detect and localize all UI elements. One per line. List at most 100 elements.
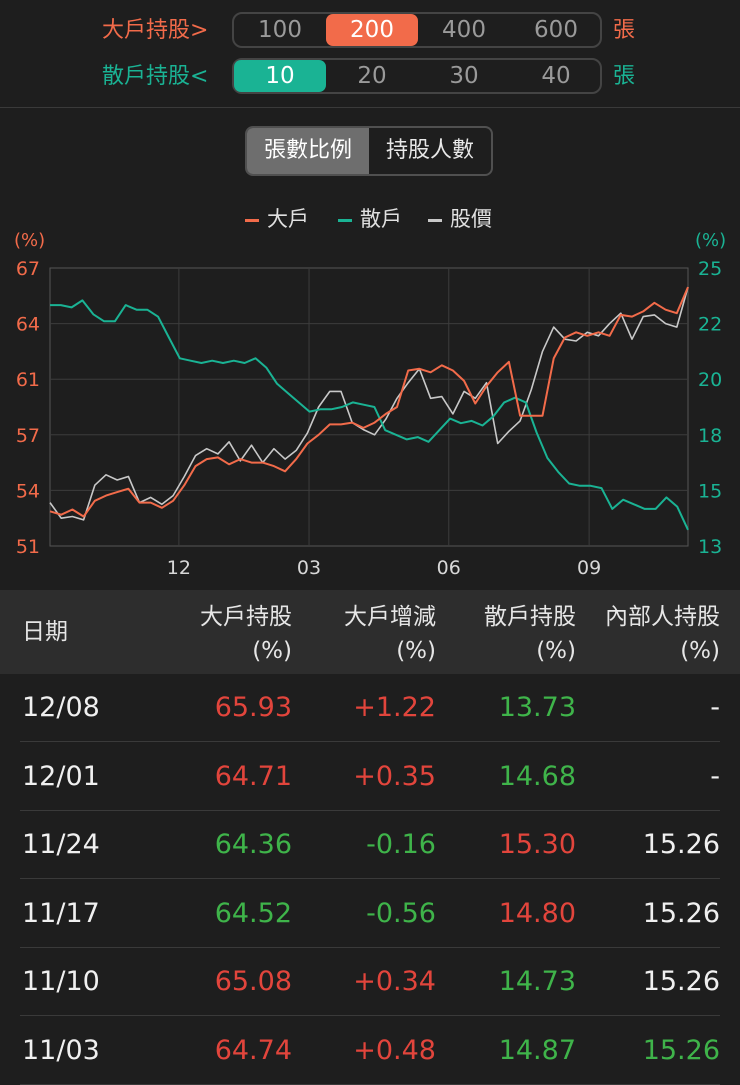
legend-small: 散戶 [338,204,402,234]
left-axis-tick: 51 [16,536,40,558]
legend-big-label: 大戶 [267,207,309,231]
right-axis-tick: 22 [698,314,722,336]
row-divider [20,809,720,811]
table-row[interactable]: 11/10 65.08 +0.34 14.73 15.26 [0,948,740,1016]
row-insider-holding: 15.26 [642,966,720,997]
header-big-unit: (%) [252,638,292,664]
chart-mode-tabs: 張數比例 持股人數 [245,126,493,176]
legend-small-label: 散戶 [360,207,402,231]
table-header: 日期 大戶持股 (%) 大戶增減 (%) 散戶持股 (%) 內部人持股 (%) [0,590,740,674]
row-small-holding: 13.73 [498,692,576,723]
row-insider-holding: - [710,692,720,723]
row-big-change: +0.35 [353,760,436,792]
header-change-unit: (%) [396,638,436,664]
tab-holder-count[interactable]: 持股人數 [385,138,474,163]
legend-price-swatch [428,218,442,222]
row-big-change: -0.56 [366,897,436,929]
row-big-change: -0.16 [366,829,436,860]
small-holder-label: 散戶持股< [102,64,209,89]
row-big-holding: 65.08 [214,966,292,997]
big-holder-option-400[interactable]: 400 [442,17,486,43]
header-insider: 內部人持股 [605,604,720,630]
row-small-holding: 14.80 [498,897,576,929]
row-divider [20,1015,720,1016]
row-insider-holding: 15.26 [642,829,720,860]
row-big-change: +0.34 [353,966,436,997]
row-big-holding: 64.71 [214,760,292,792]
row-insider-holding: 15.26 [642,1034,720,1066]
legend-big: 大戶 [245,204,309,234]
row-big-change: +1.22 [353,692,436,723]
header-change: 大戶增減 [344,604,436,630]
left-axis-tick: 67 [16,258,40,280]
table-row[interactable]: 11/17 64.52 -0.56 14.80 15.26 [0,880,740,948]
small-holder-option-20[interactable]: 20 [357,63,387,89]
table-row[interactable]: 11/03 64.74 +0.48 14.87 15.26 [0,1017,740,1085]
table-row[interactable]: 12/01 64.71 +0.35 14.68 - [0,743,740,811]
x-tick-label: 06 [437,557,461,579]
row-date: 12/08 [22,692,100,723]
row-small-holding: 15.30 [498,829,576,860]
header-insider-unit: (%) [680,638,720,664]
chart-legend: 大戶 散戶 股價 [0,204,740,234]
right-axis-tick: 25 [698,258,722,280]
big-holder-line [49,286,689,518]
row-divider [20,741,720,742]
header-date: 日期 [22,619,68,645]
row-date: 11/24 [22,829,100,860]
row-big-holding: 64.36 [214,829,292,860]
left-axis-tick: 64 [16,314,40,336]
row-divider [20,878,720,879]
left-axis-tick: 57 [16,425,40,447]
header-small-unit: (%) [536,638,576,664]
left-axis-tick: 54 [16,480,40,502]
small-holder-option-40[interactable]: 40 [541,63,571,89]
row-divider [20,1083,720,1085]
table-row[interactable]: 11/24 64.36 -0.16 15.30 15.26 [0,811,740,879]
row-big-holding: 65.93 [214,692,292,723]
right-axis-tick: 13 [698,536,722,558]
x-tick-label: 12 [167,557,191,579]
header-big: 大戶持股 [200,604,292,630]
small-holder-option-30[interactable]: 30 [449,63,479,89]
price-line [49,286,689,521]
small-holder-option-10[interactable]: 10 [234,60,326,92]
right-axis-unit: (%) [695,230,726,251]
table-row[interactable]: 12/08 65.93 +1.22 13.73 - [0,674,740,742]
big-holder-option-200[interactable]: 200 [326,14,418,46]
small-holder-unit: 張 [613,64,636,89]
big-holder-option-600[interactable]: 600 [534,17,578,43]
legend-price: 股價 [428,204,492,234]
row-insider-holding: - [710,760,720,792]
x-tick-label: 03 [297,557,321,579]
header-small: 散戶持股 [484,604,576,630]
row-small-holding: 14.87 [498,1034,576,1066]
row-big-holding: 64.74 [214,1034,292,1066]
divider [0,107,740,108]
big-holder-filter: 大戶持股> 200 100 400 600 張 [0,12,740,52]
row-date: 11/17 [22,897,100,929]
legend-small-swatch [338,218,352,222]
legend-big-swatch [245,218,259,222]
row-small-holding: 14.68 [498,760,576,792]
left-axis-tick: 61 [16,369,40,391]
right-axis-tick: 20 [698,369,722,391]
row-insider-holding: 15.26 [642,897,720,929]
right-axis-tick: 15 [698,480,722,502]
row-date: 11/10 [22,966,100,997]
small-holder-line [50,299,689,531]
big-holder-option-100[interactable]: 100 [258,17,302,43]
row-divider [20,946,720,948]
big-holder-label: 大戶持股> [102,18,209,43]
right-axis-tick: 18 [698,425,722,447]
plot-frame [49,267,689,547]
row-date: 11/03 [22,1034,100,1066]
tab-share-ratio[interactable]: 張數比例 [247,128,369,174]
legend-price-label: 股價 [450,207,492,231]
x-tick-label: 09 [577,557,601,579]
big-holder-segmented-control: 200 100 400 600 [232,12,602,48]
big-holder-unit: 張 [613,18,636,43]
small-holder-segmented-control: 10 20 30 40 [232,58,602,94]
row-big-holding: 64.52 [214,897,292,929]
left-axis-unit: (%) [14,230,45,251]
